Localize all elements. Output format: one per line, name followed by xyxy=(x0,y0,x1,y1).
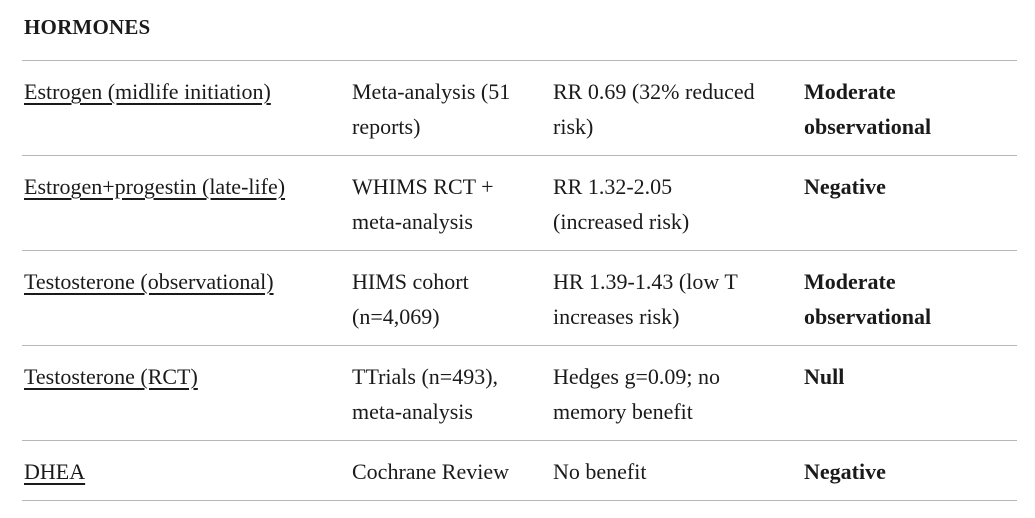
study-cell: TTrials (n=493), meta-analysis xyxy=(352,364,499,424)
treatment-cell: Estrogen (midlife initiation) xyxy=(22,74,352,144)
treatment-cell: Testosterone (RCT) xyxy=(22,359,352,429)
study-cell: Meta-analysis (51 reports) xyxy=(352,79,511,139)
result-cell: No benefit xyxy=(553,459,647,484)
treatment-cell: Estrogen+progestin (late-life) xyxy=(22,169,352,239)
result-cell: RR 0.69 (32% reduced risk) xyxy=(553,79,755,139)
result-cell: HR 1.39-1.43 (low T increases risk) xyxy=(553,269,738,329)
treatment-link[interactable]: Estrogen+progestin (late-life) xyxy=(24,174,286,199)
table-row: Estrogen+progestin (late-life) WHIMS RCT… xyxy=(22,155,1017,250)
treatment-cell: Testosterone (observational) xyxy=(22,264,352,334)
table-row: Testosterone (observational) HIMS cohort… xyxy=(22,250,1017,345)
study-cell: WHIMS RCT + meta-analysis xyxy=(352,174,494,234)
treatment-link[interactable]: Testosterone (RCT) xyxy=(24,364,198,389)
table-row: Testosterone (RCT) TTrials (n=493), meta… xyxy=(22,345,1017,440)
evidence-cell: Negative xyxy=(804,174,886,199)
table-row: DHEA Cochrane Review No benefit Negative xyxy=(22,440,1017,500)
evidence-cell: Moderate observational xyxy=(804,269,932,329)
treatment-cell: DHEA xyxy=(22,454,352,489)
section-header-row: HORMONES xyxy=(22,0,1017,60)
study-cell: Cochrane Review xyxy=(352,459,509,484)
treatment-link[interactable]: Testosterone (observational) xyxy=(24,269,274,294)
section-header: HORMONES xyxy=(24,15,151,39)
evidence-cell: Negative xyxy=(804,459,886,484)
table-row: Estrogen (midlife initiation) Meta-analy… xyxy=(22,60,1017,155)
evidence-cell: Moderate observational xyxy=(804,79,932,139)
evidence-cell: Null xyxy=(804,364,845,389)
study-cell: HIMS cohort (n=4,069) xyxy=(352,269,469,329)
treatment-link[interactable]: DHEA xyxy=(24,459,86,484)
hormones-table: HORMONES Estrogen (midlife initiation) M… xyxy=(22,0,1017,501)
result-cell: RR 1.32-2.05 (increased risk) xyxy=(553,174,690,234)
treatment-link[interactable]: Estrogen (midlife initiation) xyxy=(24,79,271,104)
result-cell: Hedges g=0.09; no memory benefit xyxy=(553,364,720,424)
